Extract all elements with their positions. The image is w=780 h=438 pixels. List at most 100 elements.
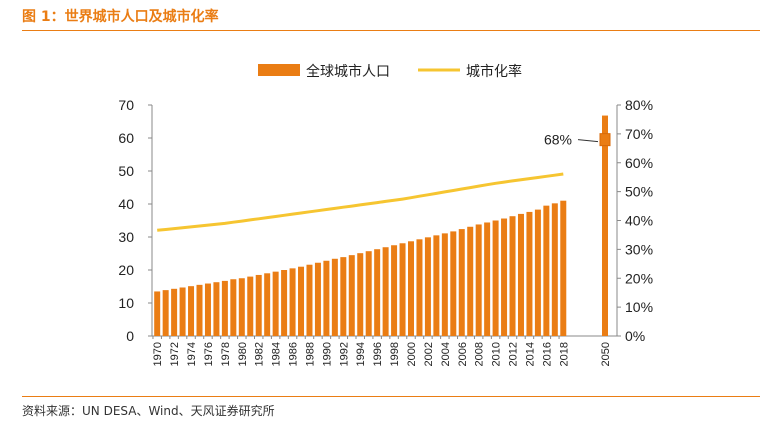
bar — [467, 226, 474, 336]
bar — [162, 290, 169, 336]
x-tick-label: 2010 — [491, 342, 503, 366]
bar — [255, 274, 262, 336]
x-tick-label: 1980 — [237, 342, 249, 366]
x-tick-label: 2000 — [406, 342, 418, 366]
legend: 全球城市人口 城市化率 — [258, 63, 522, 80]
bar — [501, 218, 508, 336]
x-tick-label: 1998 — [389, 342, 401, 366]
bar — [323, 260, 330, 336]
x-tick-label: 2012 — [508, 342, 520, 366]
bar — [230, 279, 237, 336]
bar — [509, 216, 516, 336]
annotation-group: 68% — [544, 132, 599, 148]
bar — [340, 257, 347, 336]
bar — [374, 249, 381, 336]
bar — [534, 209, 541, 336]
right-tick-label: 70% — [625, 126, 653, 142]
bar — [424, 237, 431, 336]
bar — [492, 220, 499, 336]
x-tick-label: 1974 — [186, 342, 198, 366]
bar — [450, 231, 457, 336]
bar — [247, 276, 254, 336]
x-tick-label: 1986 — [288, 342, 300, 366]
bar — [560, 200, 567, 336]
left-tick-label: 40 — [118, 196, 134, 212]
left-tick-label: 60 — [118, 130, 134, 146]
right-tick-label: 80% — [625, 97, 653, 113]
x-tick-label: 2018 — [558, 342, 570, 366]
right-tick-label: 10% — [625, 299, 653, 315]
bar — [264, 273, 271, 336]
left-tick-label: 50 — [118, 163, 134, 179]
bar — [204, 283, 211, 336]
axes: 0 10 20 30 40 50 60 70 0% 10% 20% 30% 40% 50% 60% 70% 80… — [118, 97, 653, 366]
bar — [306, 264, 313, 336]
bar — [416, 239, 423, 336]
x-tick-label: 1984 — [271, 342, 283, 366]
right-tick-label: 0% — [625, 328, 645, 344]
left-tick-label: 10 — [118, 295, 134, 311]
bar — [348, 255, 355, 336]
bar — [365, 251, 372, 336]
bottom-rule — [22, 396, 760, 397]
x-tick-label: 1976 — [203, 342, 215, 366]
bar — [391, 245, 398, 336]
x-tick-label: 1994 — [355, 342, 367, 366]
bar — [196, 284, 203, 336]
bar — [551, 203, 558, 336]
bar — [408, 241, 414, 336]
bar — [281, 270, 288, 336]
urbanization-line — [157, 172, 564, 232]
x-tick-label: 1996 — [372, 342, 384, 366]
bar — [238, 278, 245, 336]
left-tick-label: 0 — [126, 328, 134, 344]
x-tick-label: 1972 — [169, 342, 181, 366]
bar — [433, 235, 440, 336]
x-tick-label: 2004 — [440, 342, 452, 366]
x-tick-label: 2016 — [541, 342, 553, 366]
x-tick-label: 1990 — [321, 342, 333, 366]
x-tick-label: 1988 — [304, 342, 316, 366]
bar — [298, 266, 305, 336]
x-tick-label: 1970 — [152, 342, 164, 366]
legend-label-bar: 全球城市人口 — [306, 63, 390, 80]
bar — [475, 224, 482, 336]
x-tick-label: 1982 — [254, 342, 266, 366]
bar — [272, 271, 279, 336]
bar — [331, 258, 338, 336]
top-rule — [22, 30, 760, 31]
bar — [314, 262, 321, 336]
bar — [382, 247, 389, 336]
x-tick-label: 2008 — [474, 342, 486, 366]
x-tick-label: 2002 — [423, 342, 435, 366]
left-tick-label: 30 — [118, 229, 134, 245]
bar — [458, 229, 465, 336]
bar — [602, 115, 608, 336]
bar — [357, 253, 364, 336]
line-point-2050 — [599, 133, 611, 147]
right-tick-label: 60% — [625, 155, 653, 171]
left-tick-label: 70 — [118, 97, 134, 113]
x-tick-label: 2050 — [600, 342, 612, 366]
bar — [188, 286, 195, 336]
bar — [213, 282, 220, 336]
bar — [517, 213, 524, 336]
bar — [543, 205, 550, 336]
bar — [289, 268, 296, 336]
bar — [171, 288, 178, 336]
x-tick-label: 2006 — [457, 342, 469, 366]
line-series — [157, 133, 611, 232]
annotation-leader — [577, 139, 599, 143]
bar — [399, 243, 406, 336]
right-tick-label: 20% — [625, 270, 653, 286]
bar — [441, 233, 448, 336]
right-tick-label: 30% — [625, 241, 653, 257]
right-tick-label: 50% — [625, 184, 653, 200]
x-tick-label: 1992 — [338, 342, 350, 366]
annotation-label: 68% — [544, 132, 572, 148]
x-tick-label: 1978 — [220, 342, 232, 366]
source-note: 资料来源：UN DESA、Wind、天风证券研究所 — [22, 404, 275, 418]
bar — [526, 211, 533, 336]
bar — [221, 280, 228, 336]
